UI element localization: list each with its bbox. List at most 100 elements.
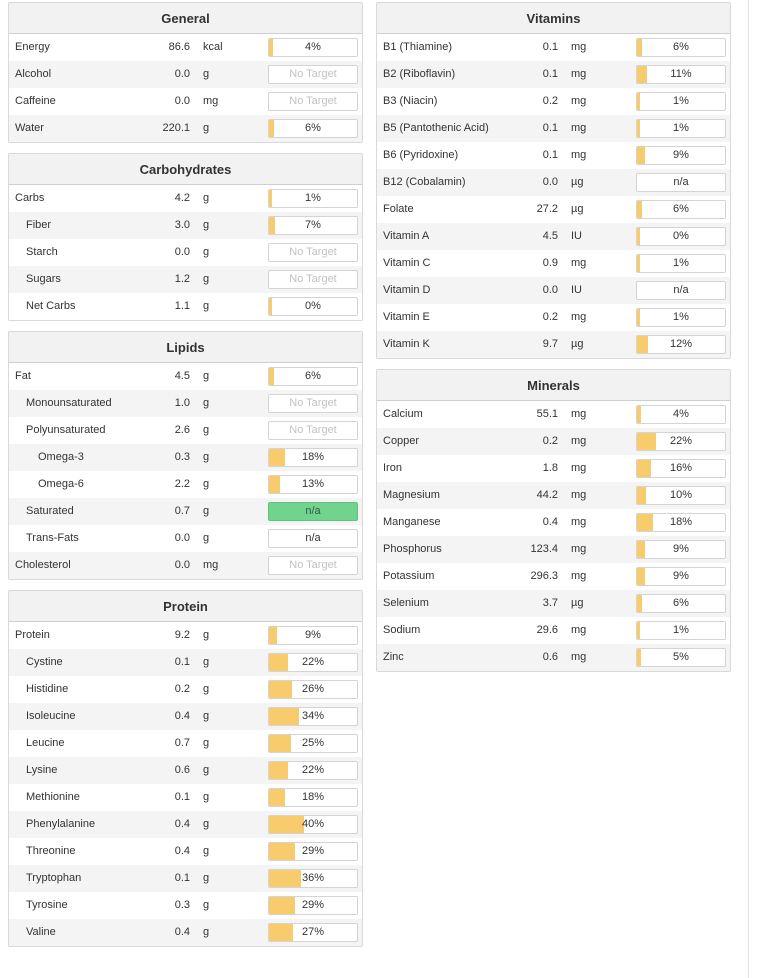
nutrient-row-isoleucine[interactable]: Isoleucine 0.4 g 34%	[9, 703, 362, 730]
nutrient-row-copper[interactable]: Copper 0.2 mg 22%	[377, 428, 730, 455]
target-percent-label: n/a	[673, 176, 689, 188]
nutrient-row-cholesterol[interactable]: Cholesterol 0.0 mg No Target	[9, 552, 362, 579]
nutrient-row-b2-riboflavin[interactable]: B2 (Riboflavin) 0.1 mg 11%	[377, 61, 730, 88]
nutrient-row-selenium[interactable]: Selenium 3.7 µg 6%	[377, 590, 730, 617]
target-progress-bar: 9%	[636, 540, 726, 559]
nutrient-row-sodium[interactable]: Sodium 29.6 mg 1%	[377, 617, 730, 644]
nutrient-row-methionine[interactable]: Methionine 0.1 g 18%	[9, 784, 362, 811]
nutrient-row-histidine[interactable]: Histidine 0.2 g 26%	[9, 676, 362, 703]
nutrient-unit: IU	[571, 284, 582, 296]
target-progress-bar: 1%	[268, 189, 358, 208]
target-progress-fill	[269, 708, 299, 725]
panel-title: General	[9, 3, 362, 34]
nutrient-row-sugars[interactable]: Sugars 1.2 g No Target	[9, 266, 362, 293]
nutrient-row-b1-thiamine[interactable]: B1 (Thiamine) 0.1 mg 6%	[377, 34, 730, 61]
target-progress-bar: 13%	[268, 475, 358, 494]
nutrient-unit: g	[203, 899, 210, 911]
target-percent-label: 11%	[670, 68, 692, 80]
nutrient-row-tryptophan[interactable]: Tryptophan 0.1 g 36%	[9, 865, 362, 892]
nutrient-row-vitamin-a[interactable]: Vitamin A 4.5 IU 0%	[377, 223, 730, 250]
target-progress-bar: No Target	[268, 394, 358, 413]
nutrient-row-valine[interactable]: Valine 0.4 g 27%	[9, 919, 362, 946]
nutrient-unit: g	[203, 926, 210, 938]
target-percent-label: 27%	[301, 926, 325, 938]
nutrient-name: B3 (Niacin)	[383, 95, 438, 107]
nutrient-name: Cholesterol	[15, 559, 71, 571]
nutrient-row-saturated[interactable]: Saturated 0.7 g n/a	[9, 498, 362, 525]
nutrient-row-calcium[interactable]: Calcium 55.1 mg 4%	[377, 401, 730, 428]
nutrient-unit: g	[203, 532, 210, 544]
nutrient-row-omega-6[interactable]: Omega-6 2.2 g 13%	[9, 471, 362, 498]
nutrient-row-manganese[interactable]: Manganese 0.4 mg 18%	[377, 509, 730, 536]
nutrient-amount: 296.3	[530, 570, 558, 582]
nutrient-row-b12-cobalamin[interactable]: B12 (Cobalamin) 0.0 µg n/a	[377, 169, 730, 196]
target-progress-fill	[637, 201, 643, 218]
nutrient-row-vitamin-e[interactable]: Vitamin E 0.2 mg 1%	[377, 304, 730, 331]
nutrient-row-trans-fats[interactable]: Trans-Fats 0.0 g n/a	[9, 525, 362, 552]
nutrient-row-zinc[interactable]: Zinc 0.6 mg 5%	[377, 644, 730, 671]
nutrient-row-vitamin-c[interactable]: Vitamin C 0.9 mg 1%	[377, 250, 730, 277]
target-progress-bar: 4%	[268, 38, 358, 57]
nutrient-row-vitamin-d[interactable]: Vitamin D 0.0 IU n/a	[377, 277, 730, 304]
nutrient-row-cystine[interactable]: Cystine 0.1 g 22%	[9, 649, 362, 676]
nutrient-row-folate[interactable]: Folate 27.2 µg 6%	[377, 196, 730, 223]
nutrient-unit: g	[203, 505, 210, 517]
nutrient-name: Selenium	[383, 597, 429, 609]
target-progress-fill	[269, 217, 276, 234]
nutrient-row-b3-niacin[interactable]: B3 (Niacin) 0.2 mg 1%	[377, 88, 730, 115]
nutrient-unit: g	[203, 764, 210, 776]
nutrient-row-b6-pyridoxine[interactable]: B6 (Pyridoxine) 0.1 mg 9%	[377, 142, 730, 169]
target-progress-fill	[269, 449, 285, 466]
target-progress-bar: 18%	[636, 513, 726, 532]
target-progress-fill	[269, 654, 289, 671]
nutrient-row-phenylalanine[interactable]: Phenylalanine 0.4 g 40%	[9, 811, 362, 838]
nutrient-row-monounsaturated[interactable]: Monounsaturated 1.0 g No Target	[9, 390, 362, 417]
nutrient-row-phosphorus[interactable]: Phosphorus 123.4 mg 9%	[377, 536, 730, 563]
target-percent-label: 1%	[673, 624, 689, 636]
target-progress-bar: 6%	[268, 367, 358, 386]
nutrient-row-water[interactable]: Water 220.1 g 6%	[9, 115, 362, 142]
target-progress-bar: n/a	[268, 502, 358, 521]
nutrient-row-alcohol[interactable]: Alcohol 0.0 g No Target	[9, 61, 362, 88]
nutrient-amount: 0.2	[542, 95, 558, 107]
nutrient-amount: 0.1	[174, 872, 190, 884]
target-progress-bar: 29%	[268, 842, 358, 861]
target-percent-label: 34%	[301, 710, 325, 722]
nutrient-row-tyrosine[interactable]: Tyrosine 0.3 g 29%	[9, 892, 362, 919]
nutrient-row-iron[interactable]: Iron 1.8 mg 16%	[377, 455, 730, 482]
target-progress-fill	[637, 120, 640, 137]
nutrient-row-carbs[interactable]: Carbs 4.2 g 1%	[9, 185, 362, 212]
nutrient-name: Fat	[15, 370, 31, 382]
nutrient-row-b5-pantothenic-acid[interactable]: B5 (Pantothenic Acid) 0.1 mg 1%	[377, 115, 730, 142]
nutrient-amount: 9.2	[174, 629, 190, 641]
nutrient-amount: 0.4	[174, 845, 190, 857]
nutrient-row-fat[interactable]: Fat 4.5 g 6%	[9, 363, 362, 390]
nutrient-unit: mg	[571, 408, 587, 420]
target-progress-fill	[269, 924, 293, 941]
target-progress-fill	[269, 843, 295, 860]
nutrient-row-energy[interactable]: Energy 86.6 kcal 4%	[9, 34, 362, 61]
target-progress-bar: No Target	[268, 556, 358, 575]
nutrient-unit: mg	[571, 435, 587, 447]
target-progress-fill	[637, 228, 640, 245]
nutrient-row-net-carbs[interactable]: Net Carbs 1.1 g 0%	[9, 293, 362, 320]
nutrient-row-caffeine[interactable]: Caffeine 0.0 mg No Target	[9, 88, 362, 115]
nutrient-row-omega-3[interactable]: Omega-3 0.3 g 18%	[9, 444, 362, 471]
nutrient-row-magnesium[interactable]: Magnesium 44.2 mg 10%	[377, 482, 730, 509]
nutrient-name: Energy	[15, 41, 50, 53]
nutrient-name: Omega-6	[38, 478, 84, 490]
target-progress-fill	[269, 627, 277, 644]
nutrient-row-protein[interactable]: Protein 9.2 g 9%	[9, 622, 362, 649]
nutrient-row-lysine[interactable]: Lysine 0.6 g 22%	[9, 757, 362, 784]
nutrient-row-fiber[interactable]: Fiber 3.0 g 7%	[9, 212, 362, 239]
target-percent-label: 9%	[673, 543, 689, 555]
nutrient-row-potassium[interactable]: Potassium 296.3 mg 9%	[377, 563, 730, 590]
nutrient-row-polyunsaturated[interactable]: Polyunsaturated 2.6 g No Target	[9, 417, 362, 444]
target-percent-label: 5%	[673, 651, 689, 663]
nutrient-row-threonine[interactable]: Threonine 0.4 g 29%	[9, 838, 362, 865]
nutrient-name: B2 (Riboflavin)	[383, 68, 456, 80]
nutrient-row-leucine[interactable]: Leucine 0.7 g 25%	[9, 730, 362, 757]
nutrient-row-starch[interactable]: Starch 0.0 g No Target	[9, 239, 362, 266]
nutrient-row-vitamin-k[interactable]: Vitamin K 9.7 µg 12%	[377, 331, 730, 358]
target-progress-bar: 34%	[268, 707, 358, 726]
